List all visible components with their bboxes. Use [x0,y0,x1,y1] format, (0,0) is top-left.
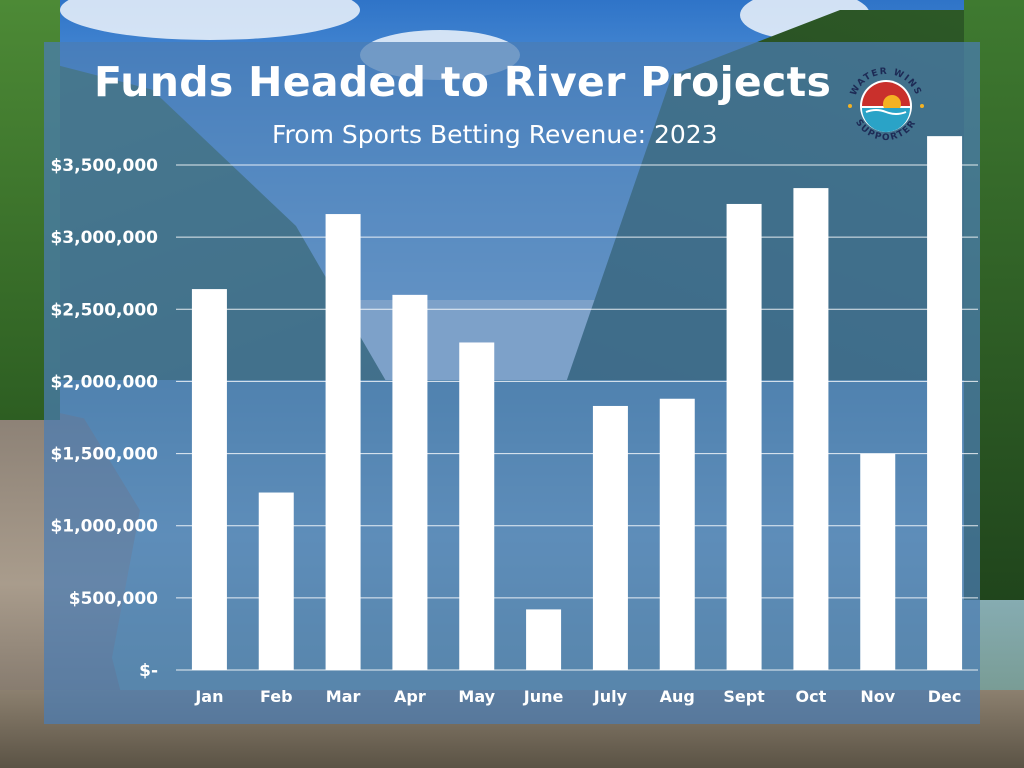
bar-may [459,342,495,670]
y-tick-label: $3,500,000 [50,156,158,176]
y-tick-label: $1,500,000 [50,445,158,465]
bar-feb [258,492,294,670]
bar-aug [659,398,695,670]
x-tick-label: May [458,687,495,706]
x-tick-label: Oct [796,687,827,706]
x-tick-label: Apr [394,687,426,706]
bar-apr [392,294,428,670]
x-tick-label: Jan [194,687,223,706]
x-tick-label: Nov [860,687,895,706]
y-axis-ticks: $- $500,000 $1,000,000 $1,500,000 $2,000,000… [50,156,158,681]
y-tick-label: $2,000,000 [50,372,158,392]
bar-mar [325,214,361,671]
water-wins-supporter-logo: WATER WINS SUPPORTER [842,62,930,150]
bars [191,136,963,671]
y-tick-label: $- [139,661,158,681]
bar-oct [793,188,829,671]
y-tick-label: $500,000 [69,589,158,609]
x-tick-label: Sept [723,687,765,706]
x-tick-label: Dec [928,687,962,706]
x-tick-label: Mar [326,687,361,706]
bar-jan [191,289,227,670]
bar-sept [726,203,762,670]
x-tick-label: Feb [260,687,293,706]
y-tick-label: $1,000,000 [50,517,158,537]
y-tick-label: $3,000,000 [50,228,158,248]
bar-dec [927,136,963,671]
bar-nov [860,453,896,670]
gridlines [176,164,978,671]
bar-june [526,609,562,670]
x-tick-label: July [593,687,628,706]
water-wins-badge-icon: WATER WINS SUPPORTER [848,67,924,143]
y-tick-label: $2,500,000 [50,300,158,320]
x-tick-label: June [523,687,564,706]
chart-title: Funds Headed to River Projects [94,58,832,106]
x-tick-label: Aug [660,687,695,706]
x-axis-ticks: Jan Feb Mar Apr May June July Aug Sept Oct Nov Dec [194,687,961,706]
bar-july [592,405,628,670]
chart-subtitle: From Sports Betting Revenue: 2023 [272,120,718,149]
